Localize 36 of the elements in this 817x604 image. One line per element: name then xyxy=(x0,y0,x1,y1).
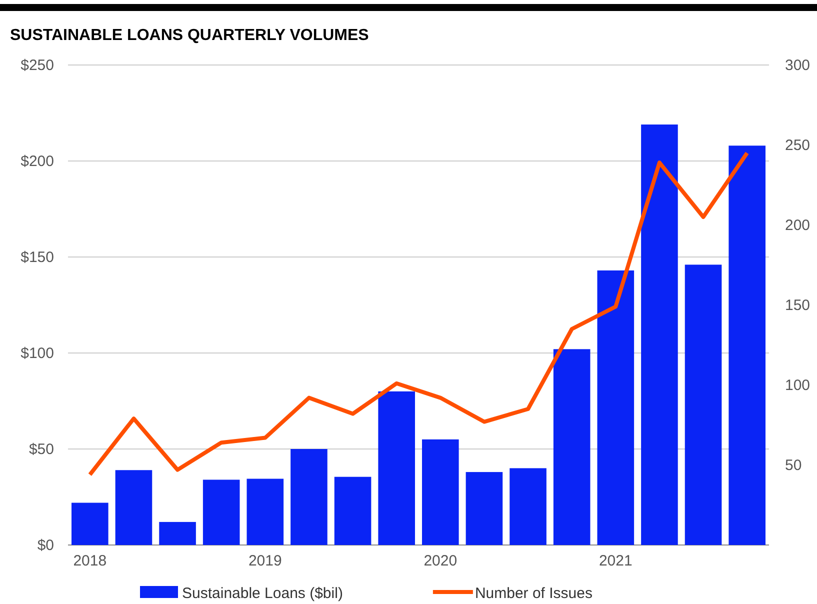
y2-tick-label: 300 xyxy=(785,56,810,74)
bar xyxy=(422,439,459,545)
x-tick-label: 2018 xyxy=(73,552,107,570)
bar xyxy=(334,476,372,545)
bar xyxy=(159,522,196,545)
y-tick-label: $250 xyxy=(20,56,54,74)
bar xyxy=(378,391,415,545)
line-series xyxy=(88,151,750,477)
y-tick-label: $50 xyxy=(28,440,54,458)
bar xyxy=(202,480,240,545)
y2-tick-label: 250 xyxy=(785,136,810,154)
legend-label: Number of Issues xyxy=(474,585,592,602)
bar xyxy=(290,449,328,545)
y-tick-label: $0 xyxy=(37,536,54,554)
bar xyxy=(553,349,590,545)
y-tick-label: $200 xyxy=(20,152,54,170)
bar xyxy=(597,270,634,545)
y2-tick-label: 100 xyxy=(785,376,810,394)
bar xyxy=(72,502,108,545)
y2-tick-label: 150 xyxy=(785,296,810,314)
bar xyxy=(115,470,152,545)
y-tick-label: $100 xyxy=(20,344,54,362)
x-tick-label: 2020 xyxy=(424,552,458,570)
bar xyxy=(641,124,678,545)
chart-title: SUSTAINABLE LOANS QUARTERLY VOLUMES xyxy=(10,27,370,44)
bar xyxy=(510,468,546,545)
y2-tick-label: 50 xyxy=(785,456,802,474)
y2-tick-label: 200 xyxy=(785,216,810,234)
bar xyxy=(684,264,722,545)
bar xyxy=(728,146,766,545)
legend-label: Sustainable Loans ($bil) xyxy=(182,585,343,602)
bar xyxy=(246,478,284,545)
y-tick-label: $150 xyxy=(20,248,54,266)
bar xyxy=(466,472,503,545)
x-tick-label: 2019 xyxy=(248,552,282,570)
x-tick-label: 2021 xyxy=(598,552,632,570)
